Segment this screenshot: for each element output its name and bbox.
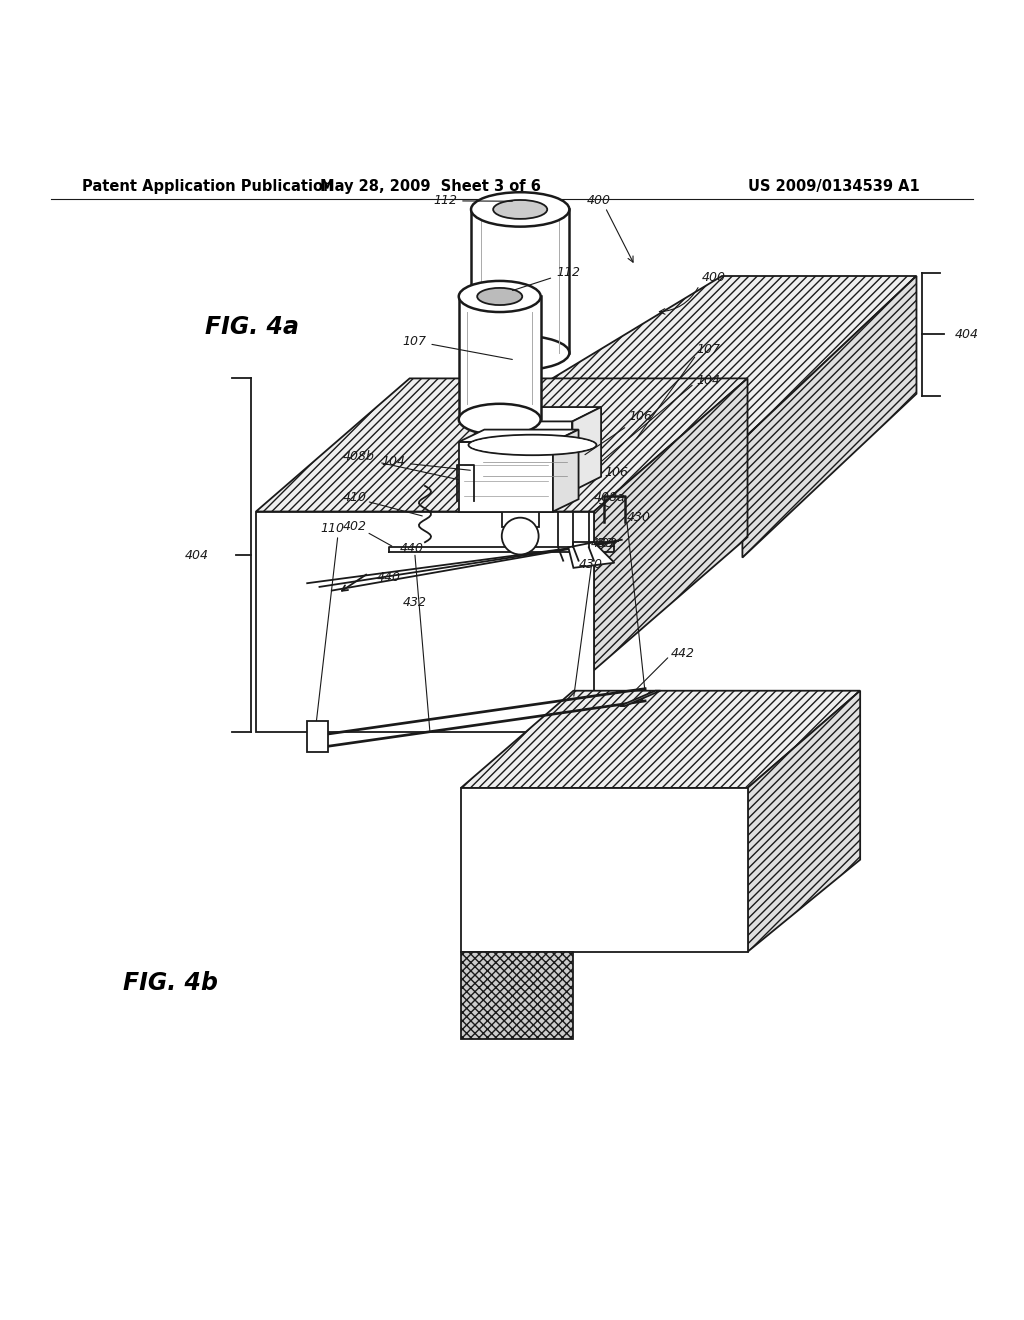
- Ellipse shape: [470, 436, 595, 454]
- Text: 104: 104: [381, 455, 470, 470]
- Text: 110: 110: [321, 521, 344, 535]
- Text: 440: 440: [377, 572, 400, 585]
- Text: 107: 107: [696, 343, 720, 356]
- Polygon shape: [256, 379, 748, 512]
- Text: 402: 402: [343, 520, 367, 533]
- Text: 433: 433: [591, 537, 614, 550]
- Circle shape: [502, 517, 539, 554]
- Ellipse shape: [471, 193, 569, 227]
- Ellipse shape: [459, 404, 541, 434]
- Text: 430: 430: [579, 558, 602, 570]
- Text: 404: 404: [954, 327, 978, 341]
- Bar: [502, 491, 539, 527]
- Bar: [459, 442, 553, 512]
- Text: FIG. 4b: FIG. 4b: [123, 970, 218, 994]
- Text: Patent Application Publication: Patent Application Publication: [82, 180, 334, 194]
- Text: 410: 410: [343, 491, 367, 504]
- Polygon shape: [742, 276, 916, 557]
- Bar: [478, 421, 572, 491]
- Text: May 28, 2009  Sheet 3 of 6: May 28, 2009 Sheet 3 of 6: [319, 180, 541, 194]
- Text: 107: 107: [402, 334, 512, 359]
- Text: US 2009/0134539 A1: US 2009/0134539 A1: [748, 180, 920, 194]
- Bar: [459, 297, 541, 420]
- Text: 432: 432: [402, 595, 426, 609]
- Polygon shape: [572, 407, 601, 491]
- Ellipse shape: [494, 199, 547, 219]
- Text: 440: 440: [399, 543, 423, 556]
- Polygon shape: [620, 690, 660, 706]
- Text: 402: 402: [594, 537, 617, 550]
- Polygon shape: [553, 429, 579, 512]
- Polygon shape: [568, 543, 614, 568]
- Ellipse shape: [459, 281, 541, 312]
- Text: 112: 112: [513, 267, 580, 290]
- Polygon shape: [307, 722, 328, 752]
- Ellipse shape: [469, 434, 596, 455]
- Text: 400: 400: [587, 194, 610, 207]
- Polygon shape: [451, 276, 916, 440]
- Polygon shape: [748, 690, 860, 952]
- Ellipse shape: [477, 288, 522, 305]
- Text: 430: 430: [627, 511, 650, 524]
- Text: 408a: 408a: [594, 491, 626, 504]
- Ellipse shape: [471, 335, 569, 370]
- Text: 404: 404: [184, 549, 208, 561]
- Polygon shape: [461, 788, 748, 952]
- Polygon shape: [594, 379, 748, 671]
- Bar: [471, 210, 569, 352]
- Polygon shape: [461, 690, 860, 788]
- Text: FIG. 4a: FIG. 4a: [205, 315, 299, 339]
- Text: 104: 104: [696, 374, 720, 387]
- Polygon shape: [256, 512, 594, 731]
- Polygon shape: [461, 952, 573, 1039]
- Text: 106: 106: [585, 411, 652, 454]
- Text: 112: 112: [433, 194, 512, 207]
- Text: 408b: 408b: [343, 450, 375, 463]
- Polygon shape: [459, 429, 579, 442]
- Text: 400: 400: [701, 271, 725, 284]
- Polygon shape: [478, 407, 601, 421]
- Text: 106: 106: [604, 466, 628, 479]
- Text: 442: 442: [671, 647, 694, 660]
